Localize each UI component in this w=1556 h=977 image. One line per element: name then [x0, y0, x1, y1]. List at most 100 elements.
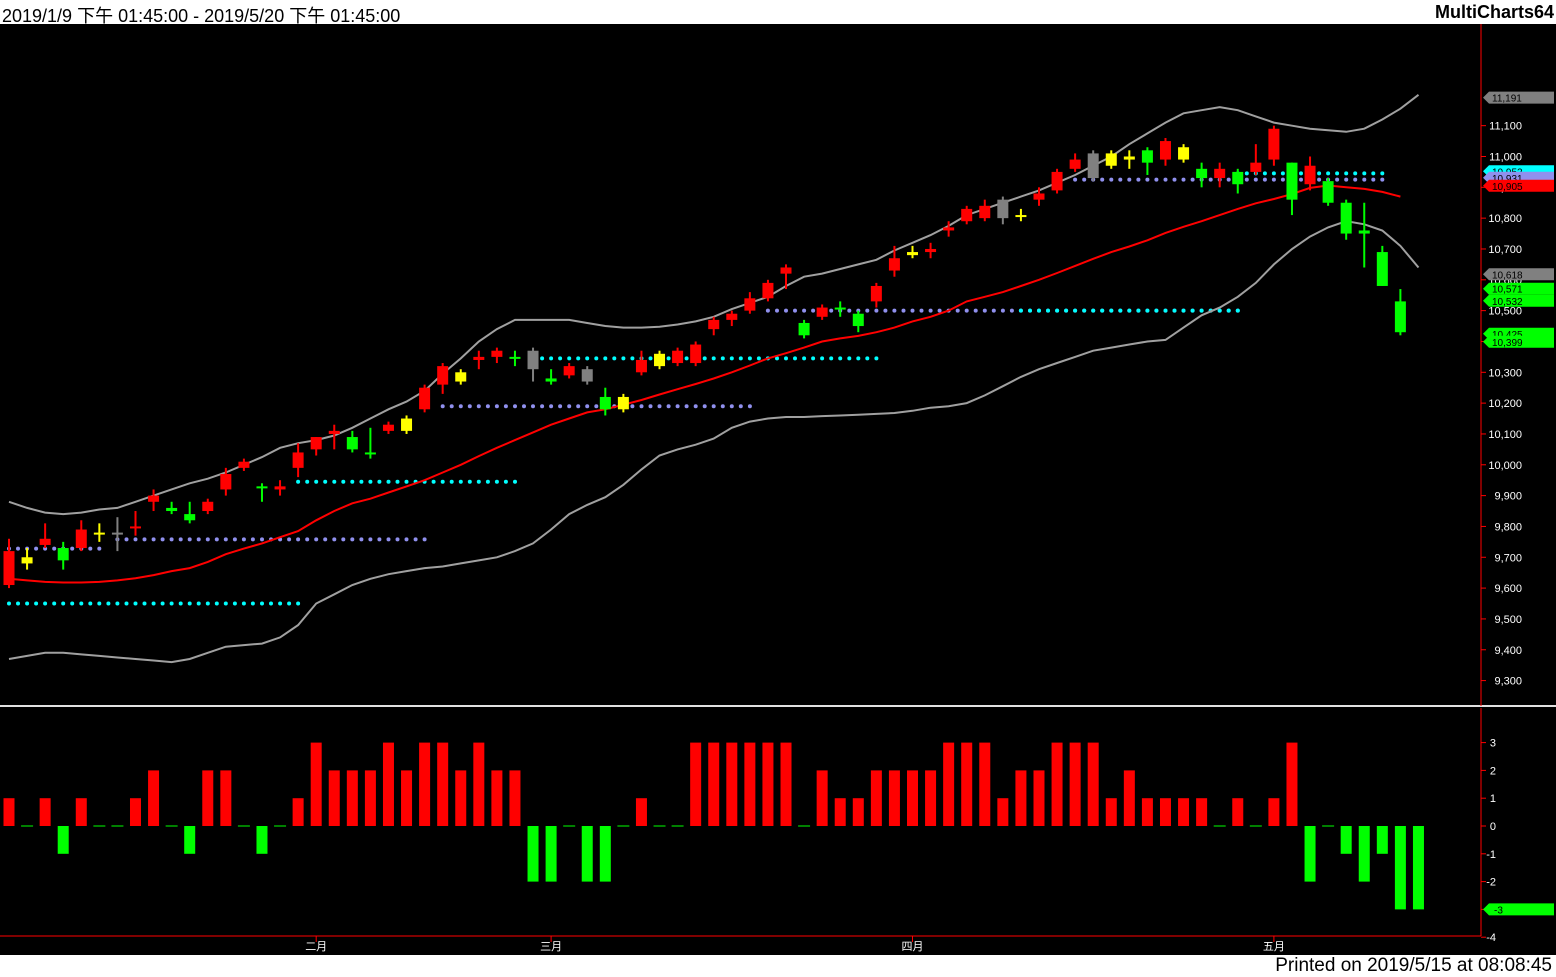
candle[interactable]	[654, 350, 666, 370]
indicator-bar[interactable]	[907, 770, 918, 826]
indicator-bar[interactable]	[473, 742, 485, 826]
indicator-bar[interactable]	[310, 742, 322, 826]
indicator-bar[interactable]	[39, 798, 51, 826]
candle[interactable]	[1087, 150, 1099, 182]
indicator-bar[interactable]	[346, 770, 358, 826]
candle[interactable]	[708, 316, 720, 336]
indicator-bar[interactable]	[1051, 742, 1063, 826]
candle[interactable]	[75, 520, 87, 552]
candle[interactable]	[1286, 162, 1298, 216]
candle[interactable]	[1232, 168, 1244, 194]
candle[interactable]	[238, 458, 250, 471]
candle[interactable]	[202, 498, 214, 515]
candle[interactable]	[599, 387, 611, 416]
candle[interactable]	[57, 541, 69, 570]
candle[interactable]	[1033, 187, 1045, 206]
candle[interactable]	[1340, 199, 1352, 240]
candle[interactable]	[39, 523, 51, 549]
candle[interactable]	[382, 421, 394, 434]
indicator-bar[interactable]	[997, 798, 1009, 826]
candle[interactable]	[419, 384, 431, 413]
candle[interactable]	[852, 310, 864, 333]
candle[interactable]	[1394, 289, 1406, 336]
candle[interactable]	[1141, 147, 1153, 175]
candle[interactable]	[21, 548, 33, 570]
indicator-bar[interactable]	[328, 770, 340, 826]
candle[interactable]	[437, 363, 449, 394]
indicator-bar[interactable]	[1196, 798, 1208, 826]
candle[interactable]	[93, 523, 105, 542]
indicator-bar[interactable]	[220, 770, 232, 826]
candle[interactable]	[3, 538, 15, 589]
indicator-bar[interactable]	[726, 742, 738, 826]
indicator-bar[interactable]	[545, 826, 557, 882]
candle[interactable]	[328, 424, 340, 450]
indicator-bar[interactable]	[979, 742, 991, 826]
indicator-bar[interactable]	[1069, 742, 1081, 826]
indicator-bar[interactable]	[1232, 798, 1244, 826]
candle[interactable]	[563, 363, 575, 379]
indicator-bar[interactable]	[1268, 798, 1280, 826]
candle[interactable]	[581, 366, 593, 385]
indicator-bar[interactable]	[292, 798, 304, 826]
candle[interactable]	[364, 427, 376, 459]
price-pane[interactable]	[3, 94, 1420, 664]
candle[interactable]	[870, 282, 882, 308]
indicator-bar[interactable]	[129, 798, 141, 826]
candle[interactable]	[1196, 162, 1208, 188]
candle[interactable]	[545, 369, 557, 385]
candle[interactable]	[690, 341, 702, 367]
indicator-bar[interactable]	[925, 770, 937, 826]
candle[interactable]	[184, 501, 196, 524]
candle[interactable]	[997, 196, 1009, 225]
indicator-bar[interactable]	[1087, 742, 1099, 826]
indicator-bar[interactable]	[581, 826, 593, 882]
indicator-bar[interactable]	[961, 742, 973, 826]
indicator-bar[interactable]	[184, 826, 196, 854]
indicator-bar[interactable]	[75, 798, 87, 826]
indicator-bar[interactable]	[491, 770, 503, 826]
candle[interactable]	[834, 301, 846, 317]
candle[interactable]	[129, 511, 141, 536]
indicator-bar[interactable]	[401, 770, 413, 826]
candle[interactable]	[780, 264, 792, 290]
indicator-bar[interactable]	[943, 742, 955, 826]
indicator-bar[interactable]	[202, 770, 214, 826]
candle[interactable]	[491, 347, 503, 364]
indicator-bar[interactable]	[852, 798, 864, 826]
candle[interactable]	[1358, 202, 1370, 268]
indicator-bar[interactable]	[1340, 826, 1352, 854]
candle[interactable]	[1250, 144, 1262, 175]
indicator-bar[interactable]	[599, 826, 611, 882]
indicator-bar[interactable]	[455, 770, 467, 826]
indicator-bar[interactable]	[1033, 770, 1045, 826]
candle[interactable]	[798, 319, 810, 339]
indicator-bar[interactable]	[888, 770, 900, 826]
candle[interactable]	[762, 279, 774, 302]
candle[interactable]	[1159, 137, 1171, 166]
indicator-bar[interactable]	[1394, 826, 1406, 910]
candle[interactable]	[256, 483, 268, 502]
candle[interactable]	[744, 292, 756, 314]
candle[interactable]	[1268, 125, 1280, 166]
candle[interactable]	[672, 347, 684, 367]
candle[interactable]	[635, 350, 647, 376]
candle[interactable]	[527, 347, 539, 382]
indicator-bar[interactable]	[762, 742, 774, 826]
candle[interactable]	[1069, 153, 1081, 172]
indicator-bar[interactable]	[816, 770, 828, 826]
candle[interactable]	[292, 443, 304, 478]
candle[interactable]	[1105, 150, 1117, 169]
indicator-bar[interactable]	[509, 770, 521, 826]
candle[interactable]	[1214, 162, 1226, 188]
indicator-bar[interactable]	[780, 742, 792, 826]
candle[interactable]	[166, 501, 178, 515]
candle[interactable]	[274, 480, 286, 496]
candle[interactable]	[1178, 144, 1190, 163]
indicator-bar[interactable]	[708, 742, 720, 826]
indicator-bar[interactable]	[437, 742, 449, 826]
indicator-bar[interactable]	[527, 826, 539, 882]
candle[interactable]	[220, 467, 232, 496]
candle[interactable]	[816, 304, 828, 320]
candle[interactable]	[907, 245, 918, 259]
